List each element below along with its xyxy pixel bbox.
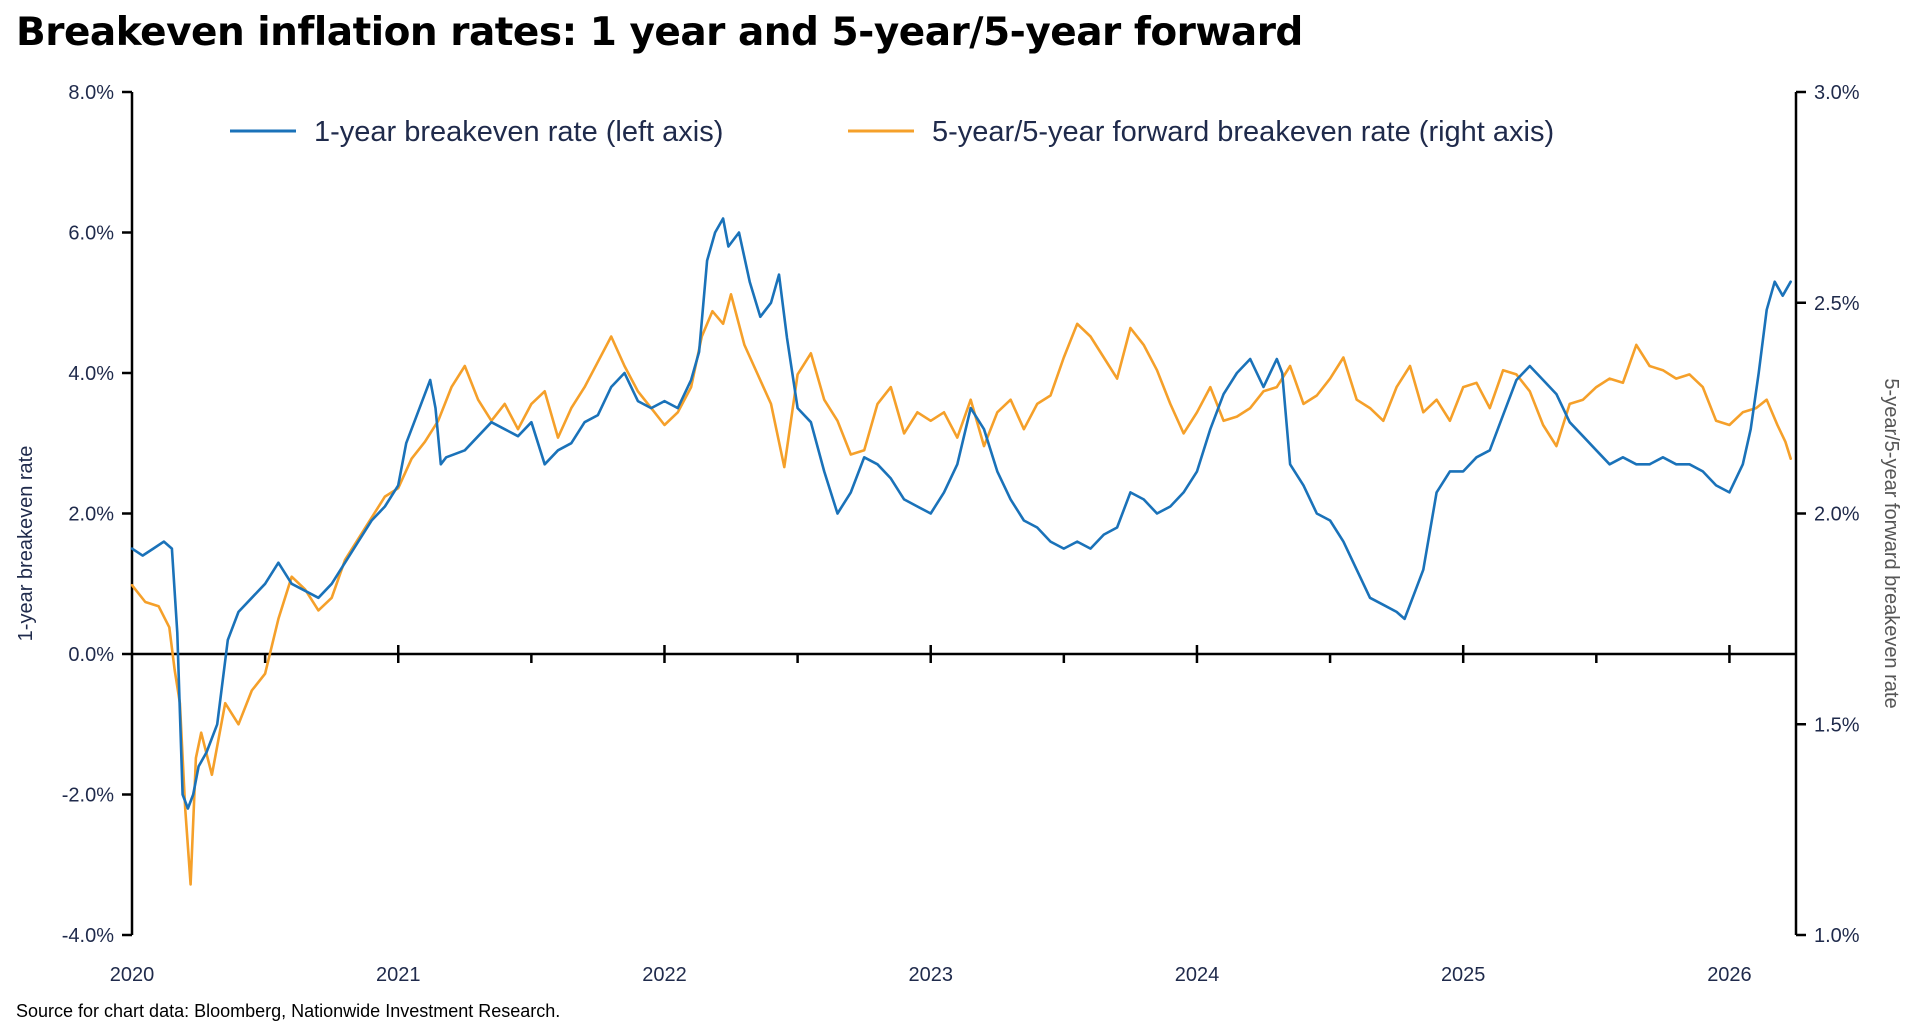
legend-label-5y5y-forward: 5-year/5-year forward breakeven rate (ri… [932, 116, 1554, 148]
left-y-tick-label: 8.0% [68, 82, 114, 104]
series-line-1y-breakeven [130, 217, 1792, 810]
x-tick-label: 2024 [1175, 964, 1220, 986]
right-y-tick-label: 2.0% [1814, 504, 1860, 526]
left-y-tick-label: 4.0% [68, 363, 114, 385]
right-y-tick-label: 1.5% [1814, 714, 1860, 736]
legend: 1-year breakeven rate (left axis) 5-year/… [230, 116, 1554, 148]
right-y-tick-label: 2.5% [1814, 293, 1860, 315]
series-line-5y5y-forward [130, 292, 1792, 886]
axes: -4.0% -2.0% 0.0% 2.0% 4.0% 6.0% 8.0% 1.0% 1.5% 2.… [15, 82, 1902, 986]
x-tick-label: 2025 [1441, 964, 1486, 986]
left-y-tick-label: 2.0% [68, 504, 114, 526]
right-axis-title: 5-year/5-year forward breakeven rate [1880, 378, 1902, 708]
series-lines [130, 217, 1792, 886]
x-tick-label: 2022 [642, 964, 687, 986]
left-y-tick-label: -4.0% [62, 925, 114, 947]
left-y-tick-label: 0.0% [68, 644, 114, 666]
right-y-tick-label: 1.0% [1814, 925, 1860, 947]
left-y-tick-label: 6.0% [68, 223, 114, 245]
right-y-tick-label: 3.0% [1814, 82, 1860, 104]
x-tick-label: 2026 [1707, 964, 1752, 986]
x-tick-label: 2021 [376, 964, 421, 986]
left-y-tick-label: -2.0% [62, 785, 114, 807]
x-tick-label: 2023 [908, 964, 953, 986]
chart-title: Breakeven inflation rates: 1 year and 5-… [16, 10, 1303, 55]
left-axis-title: 1-year breakeven rate [15, 446, 37, 642]
x-tick-label: 2020 [110, 964, 155, 986]
legend-label-1y-breakeven: 1-year breakeven rate (left axis) [314, 116, 723, 148]
chart-source-note: Source for chart data: Bloomberg, Nation… [16, 1001, 561, 1021]
